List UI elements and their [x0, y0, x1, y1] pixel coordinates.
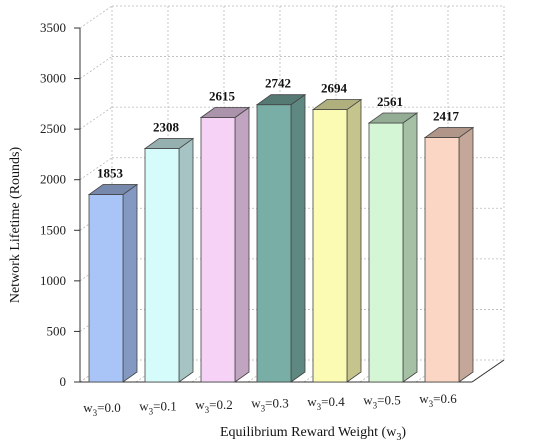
- bar-side-face: [346, 98, 362, 383]
- bar-value-label: 2742: [265, 76, 291, 91]
- bar-value-label: 2417: [433, 109, 460, 124]
- y-tick-label: 2500: [40, 121, 66, 136]
- x-axis-depth-line: [471, 359, 505, 383]
- x-tick-label: w3=0.5: [363, 393, 400, 411]
- bar-front-face: [368, 122, 404, 383]
- grid-line-diag: [79, 157, 113, 181]
- bar-front-face: [256, 104, 292, 383]
- x-tick-label: w3=0.4: [307, 394, 345, 412]
- labels-layer: 0 500 1000 1500 2000 2500 3000 3500 1853 w3=0.0 23…: [40, 20, 460, 418]
- bar-front-face: [144, 148, 180, 383]
- x-tick-label: w3=0.3: [251, 396, 288, 414]
- x-axis-title: Equilibrium Reward Weight (w3): [220, 425, 406, 443]
- grid-line-diag: [79, 56, 113, 79]
- bar-value-label: 2694: [321, 81, 348, 96]
- bar-side-face: [402, 112, 418, 383]
- bar-value-label: 2561: [377, 94, 403, 109]
- bar-value-label: 1853: [97, 166, 124, 181]
- bar: [87, 183, 139, 383]
- x-tick-label: w3=0.6: [419, 391, 457, 409]
- x-tick-label: w3=0.0: [83, 400, 120, 418]
- bar: [255, 93, 307, 383]
- bar-front-face: [312, 109, 348, 383]
- bar-top-face: [143, 138, 195, 149]
- x-tick-label: w3=0.2: [195, 397, 232, 415]
- bar-side-face: [290, 93, 306, 383]
- bar-side-face: [234, 106, 250, 383]
- bar-side-face: [458, 126, 474, 383]
- bar-top-face: [255, 94, 307, 106]
- bar-front-face: [88, 194, 124, 383]
- y-tick-label: 0: [60, 374, 67, 389]
- bar: [423, 126, 475, 383]
- bar: [199, 106, 251, 383]
- y-axis-title: Network Lifetime (Rounds): [8, 147, 23, 304]
- y-tick-label: 2000: [40, 172, 66, 187]
- bar: [367, 112, 419, 383]
- bars-layer: [87, 93, 475, 383]
- bar-value-label: 2615: [209, 89, 236, 104]
- grid-line-diag: [79, 5, 113, 29]
- bar-value-label: 2308: [153, 120, 180, 135]
- bar: [311, 98, 363, 383]
- bar-top-face: [87, 184, 139, 195]
- y-tick-label: 500: [47, 323, 67, 338]
- bar-front-face: [200, 117, 236, 383]
- grid-line-diag: [79, 106, 113, 130]
- bar-top-face: [311, 99, 363, 110]
- bar-top-face: [423, 127, 475, 138]
- bar: [143, 137, 195, 383]
- bar-side-face: [178, 137, 194, 383]
- y-tick-label: 3000: [40, 71, 66, 86]
- y-tick-label: 1500: [40, 222, 66, 237]
- bar-front-face: [424, 137, 460, 383]
- bar-side-face: [122, 183, 138, 383]
- y-tick-label: 1000: [40, 273, 66, 288]
- x-tick-label: w3=0.1: [139, 399, 176, 417]
- bar-top-face: [367, 112, 419, 124]
- bar-top-face: [199, 107, 251, 118]
- y-tick-label: 3500: [40, 20, 66, 35]
